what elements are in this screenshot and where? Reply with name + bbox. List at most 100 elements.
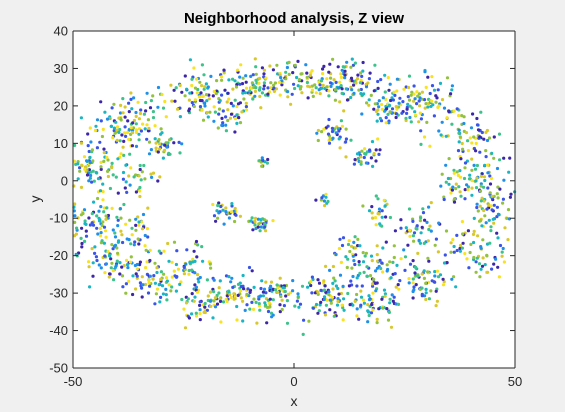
scatter-point (91, 223, 96, 227)
scatter-point (244, 101, 248, 105)
scatter-point (392, 90, 396, 94)
scatter-point (426, 105, 430, 109)
y-tick-label: -20 (49, 248, 68, 263)
scatter-point (254, 300, 258, 304)
scatter-point (146, 129, 150, 133)
scatter-point (187, 316, 191, 320)
scatter-point (500, 254, 504, 258)
scatter-point (490, 194, 494, 198)
scatter-point (309, 283, 313, 288)
scatter-point (138, 281, 142, 285)
scatter-point (370, 302, 374, 307)
scatter-point (508, 195, 512, 199)
scatter-point (167, 259, 171, 263)
scatter-point (103, 254, 107, 258)
scatter-point (104, 262, 108, 266)
scatter-point (381, 246, 385, 250)
scatter-point (485, 207, 489, 211)
scatter-point (350, 266, 354, 270)
scatter-point (306, 285, 310, 289)
scatter-point (418, 96, 422, 100)
scatter-point (163, 99, 167, 104)
scatter-point (468, 250, 472, 255)
scatter-point (195, 91, 199, 95)
scatter-point (159, 132, 163, 136)
scatter-point (353, 158, 357, 162)
scatter-point (138, 260, 142, 264)
scatter-point (485, 254, 489, 258)
scatter-point (329, 84, 333, 88)
scatter-point (156, 179, 160, 183)
scatter-point (418, 219, 422, 223)
scatter-point (460, 246, 464, 250)
scatter-point (141, 283, 145, 287)
scatter-point (314, 86, 318, 90)
scatter-point (411, 234, 415, 238)
scatter-point (93, 128, 98, 133)
scatter-point (430, 279, 434, 283)
scatter-point (229, 101, 233, 105)
scatter-point (475, 205, 479, 210)
scatter-point (249, 74, 253, 78)
scatter-point (233, 117, 237, 121)
scatter-point (110, 206, 114, 210)
scatter-point (363, 147, 367, 151)
scatter-point (108, 254, 112, 258)
scatter-point (155, 287, 160, 291)
scatter-point (140, 295, 144, 299)
scatter-point (463, 161, 468, 165)
scatter-point (411, 219, 415, 223)
scatter-point (301, 332, 305, 336)
scatter-point (420, 90, 424, 94)
scatter-point (92, 179, 96, 183)
scatter-point (486, 171, 490, 175)
scatter-point (384, 240, 388, 244)
scatter-point (269, 86, 273, 90)
scatter-point (394, 115, 398, 120)
scatter-point (479, 267, 483, 271)
scatter-point (346, 242, 351, 247)
scatter-point (128, 183, 132, 187)
scatter-point (321, 72, 325, 76)
scatter-point (94, 255, 98, 259)
scatter-point (359, 155, 363, 159)
scatter-point (331, 57, 335, 61)
scatter-point (101, 182, 105, 186)
scatter-point (79, 236, 83, 240)
scatter-point (138, 163, 142, 168)
scatter-point (463, 252, 467, 256)
scatter-point (100, 223, 104, 228)
scatter-point (492, 135, 496, 139)
scatter-point (124, 134, 128, 138)
scatter-point (116, 224, 120, 228)
scatter-point (427, 259, 431, 263)
scatter-point (222, 68, 226, 72)
scatter-point (216, 203, 220, 208)
scatter-point (444, 134, 448, 138)
scatter-point (417, 99, 421, 103)
scatter-point (97, 263, 101, 267)
scatter-point (358, 271, 362, 275)
scatter-point (205, 110, 209, 115)
scatter-point (400, 111, 404, 115)
scatter-point (79, 116, 83, 120)
scatter-point (500, 250, 504, 254)
scatter-point (127, 279, 131, 283)
scatter-point (430, 84, 435, 88)
scatter-point (324, 303, 328, 307)
scatter-point (447, 182, 451, 186)
chart-title: Neighborhood analysis, Z view (184, 10, 404, 27)
scatter-point (137, 220, 141, 224)
scatter-point (119, 216, 123, 220)
scatter-point (345, 265, 349, 270)
scatter-point (402, 87, 406, 91)
scatter-point (393, 229, 397, 233)
scatter-point (272, 89, 276, 93)
scatter-point (320, 196, 324, 200)
scatter-point (436, 250, 440, 254)
scatter-point (411, 296, 415, 300)
scatter-point (357, 88, 361, 92)
scatter-point (252, 297, 256, 301)
scatter-point (206, 294, 210, 298)
scatter-point (423, 218, 427, 222)
